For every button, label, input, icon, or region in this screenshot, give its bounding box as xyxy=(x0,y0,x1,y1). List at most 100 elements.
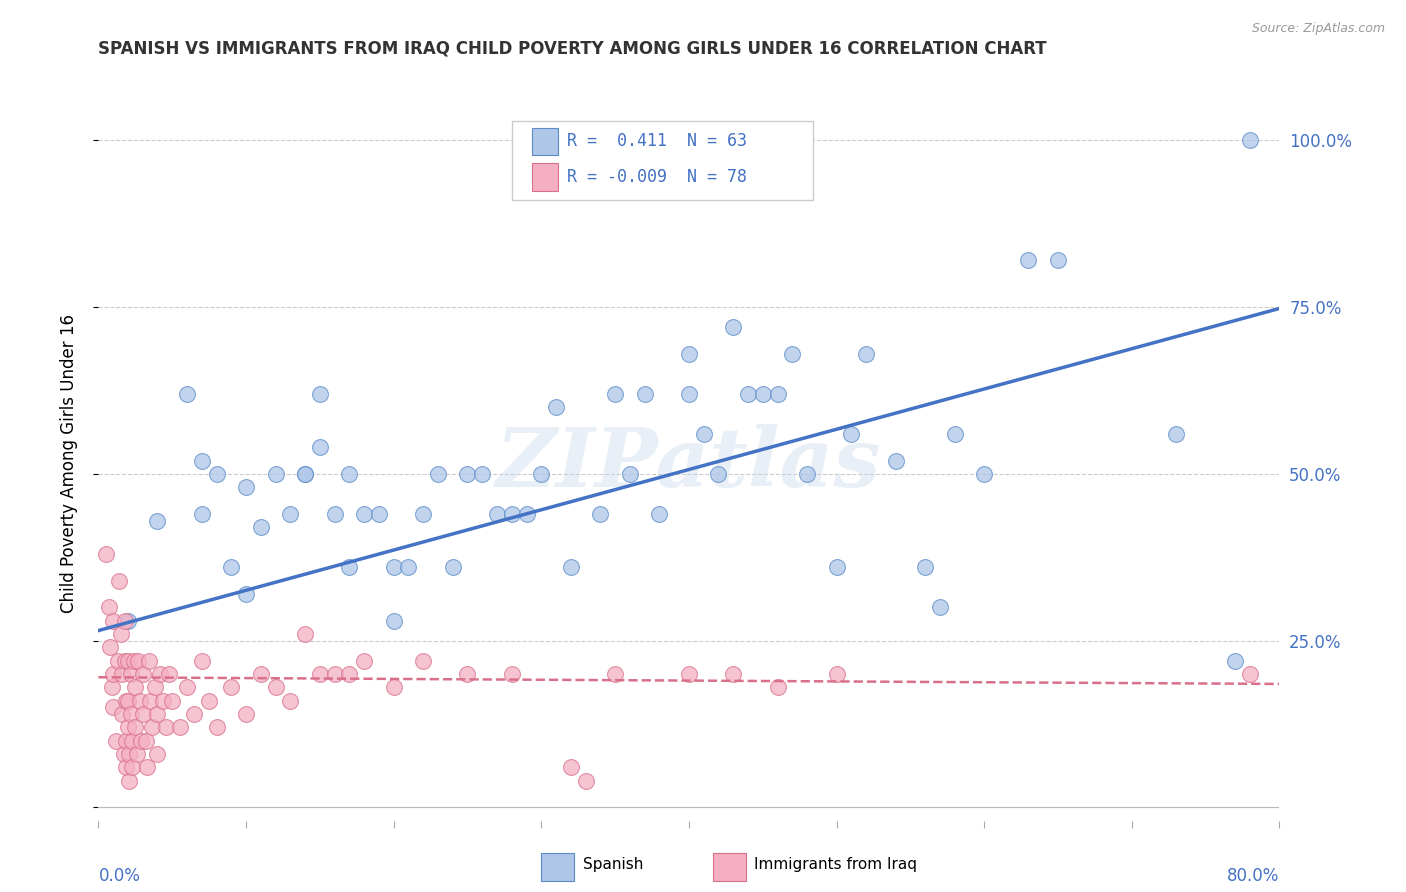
Point xyxy=(693,426,716,441)
Point xyxy=(723,320,745,334)
Point xyxy=(191,654,214,668)
Point xyxy=(146,514,169,528)
Point xyxy=(294,467,316,481)
Point xyxy=(1223,654,1246,668)
Point xyxy=(456,667,478,681)
Point xyxy=(103,614,125,628)
Point xyxy=(678,386,700,401)
Point xyxy=(309,440,332,454)
Point xyxy=(723,667,745,681)
Point xyxy=(141,720,163,734)
Text: SPANISH VS IMMIGRANTS FROM IRAQ CHILD POVERTY AMONG GIRLS UNDER 16 CORRELATION C: SPANISH VS IMMIGRANTS FROM IRAQ CHILD PO… xyxy=(98,40,1047,58)
Point xyxy=(678,347,700,361)
Point xyxy=(605,667,627,681)
Point xyxy=(619,467,641,481)
Point xyxy=(1046,253,1069,268)
Point xyxy=(825,560,848,574)
Point xyxy=(117,654,139,668)
Point xyxy=(176,386,198,401)
Point xyxy=(219,560,242,574)
Text: ZIPatlas: ZIPatlas xyxy=(496,424,882,504)
Point xyxy=(353,507,375,521)
Point xyxy=(118,773,141,788)
Text: Immigrants from Iraq: Immigrants from Iraq xyxy=(754,857,917,872)
Point xyxy=(139,693,162,707)
Point xyxy=(501,507,523,521)
Point xyxy=(155,720,177,734)
Point xyxy=(264,680,287,694)
Point xyxy=(117,614,139,628)
FancyBboxPatch shape xyxy=(531,163,558,191)
Point xyxy=(205,720,228,734)
Point xyxy=(169,720,191,734)
Point xyxy=(146,706,169,721)
Point xyxy=(103,700,125,714)
Point xyxy=(412,654,434,668)
Point xyxy=(1239,667,1261,681)
Point xyxy=(94,547,117,561)
Point xyxy=(441,560,464,574)
Point xyxy=(114,654,136,668)
Point xyxy=(382,560,405,574)
Point xyxy=(633,386,655,401)
Point xyxy=(825,667,848,681)
Point xyxy=(707,467,730,481)
Point xyxy=(294,627,316,641)
Point xyxy=(382,614,405,628)
Point xyxy=(191,507,214,521)
Point xyxy=(309,386,332,401)
Point xyxy=(122,654,145,668)
FancyBboxPatch shape xyxy=(512,121,813,200)
FancyBboxPatch shape xyxy=(713,853,745,881)
Point xyxy=(176,680,198,694)
Point xyxy=(128,693,150,707)
Point xyxy=(766,680,789,694)
Point xyxy=(855,347,877,361)
Point xyxy=(278,507,302,521)
Point xyxy=(191,453,214,467)
Point xyxy=(605,386,627,401)
Point xyxy=(143,680,166,694)
Point xyxy=(117,693,139,707)
Point xyxy=(98,640,121,655)
Point xyxy=(110,627,132,641)
Point xyxy=(486,507,509,521)
Point xyxy=(278,693,302,707)
Point xyxy=(530,467,553,481)
Point xyxy=(138,654,160,668)
Point xyxy=(648,507,671,521)
Point xyxy=(678,667,700,681)
Point xyxy=(205,467,228,481)
Point xyxy=(973,467,995,481)
Point xyxy=(132,706,155,721)
Point xyxy=(115,733,138,747)
Point xyxy=(127,654,149,668)
Point xyxy=(183,706,205,721)
Point xyxy=(198,693,221,707)
Point xyxy=(129,733,152,747)
Point xyxy=(574,773,596,788)
Point xyxy=(250,520,273,534)
Text: Source: ZipAtlas.com: Source: ZipAtlas.com xyxy=(1251,22,1385,36)
Y-axis label: Child Poverty Among Girls Under 16: Child Poverty Among Girls Under 16 xyxy=(59,314,77,614)
Point xyxy=(111,706,134,721)
Point xyxy=(115,693,138,707)
Point xyxy=(382,680,405,694)
Point xyxy=(124,680,146,694)
Point xyxy=(124,720,146,734)
Point xyxy=(515,507,537,521)
Point xyxy=(115,760,138,774)
Point xyxy=(323,507,346,521)
Text: Spanish: Spanish xyxy=(582,857,643,872)
Point xyxy=(235,706,257,721)
Point xyxy=(914,560,936,574)
Point xyxy=(339,667,360,681)
Point xyxy=(100,680,122,694)
Point xyxy=(427,467,450,481)
FancyBboxPatch shape xyxy=(541,853,575,881)
Point xyxy=(294,467,316,481)
Point xyxy=(219,680,242,694)
Point xyxy=(120,667,142,681)
Point xyxy=(884,453,907,467)
Point xyxy=(339,560,360,574)
